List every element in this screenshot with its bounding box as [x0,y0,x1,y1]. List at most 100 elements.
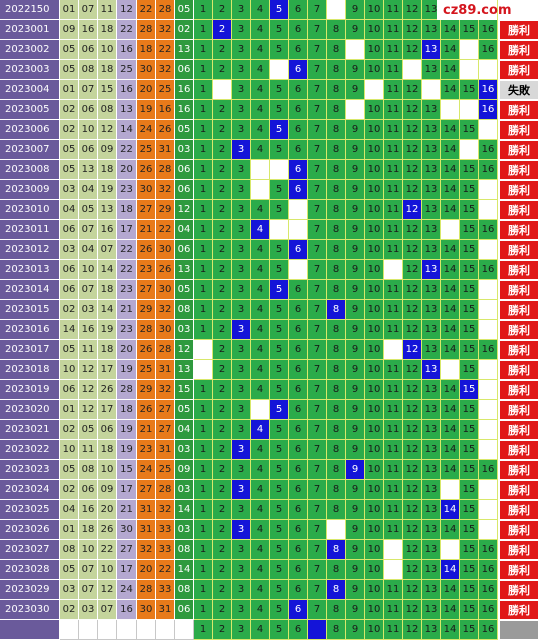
trend-cell: 10 [365,560,384,580]
drawn-number: 03 [60,580,79,600]
trend-cell: 10 [365,280,384,300]
drawn-number: 18 [137,40,156,60]
trend-empty-cell [384,340,403,360]
drawn-number: 09 [60,20,79,40]
trend-cell: 10 [365,500,384,520]
trend-cell: 10 [365,620,384,640]
trend-cell: 7 [308,440,327,460]
issue-number: 2023025 [0,500,60,520]
trend-cell: 12 [403,280,422,300]
drawn-number: 26 [137,340,156,360]
trend-cell: 9 [346,320,365,340]
drawn-number: 22 [117,240,137,260]
issue-number: 2023019 [0,380,60,400]
trend-cell: 4 [251,580,270,600]
trend-hit-cell: 13 [422,360,441,380]
trend-cell: 4 [251,440,270,460]
issue-number: 2023006 [0,120,60,140]
trend-cell: 3 [232,100,251,120]
result-win-badge: 勝利 [499,60,539,80]
trend-cell: 7 [308,0,327,20]
trend-cell: 6 [289,460,308,480]
special-number: 15 [175,380,194,400]
drawn-number: 24 [117,580,137,600]
drawn-number: 21 [137,420,156,440]
trend-empty-cell [479,520,498,540]
trend-cell: 15 [460,120,479,140]
trend-cell: 2 [213,160,232,180]
trend-cell: 10 [365,100,384,120]
trend-cell: 7 [308,360,327,380]
trend-cell: 4 [251,280,270,300]
trend-cell: 14 [441,300,460,320]
trend-cell: 12 [403,440,422,460]
trend-cell: 10 [365,320,384,340]
trend-cell: 3 [232,240,251,260]
site-logo[interactable]: cz89.com [437,0,512,20]
trend-cell: 11 [384,480,403,500]
trend-cell: 9 [346,620,365,640]
drawn-number: 18 [98,280,117,300]
trend-cell: 8 [327,100,346,120]
result-win-badge: 勝利 [499,440,539,460]
trend-cell: 7 [308,520,327,540]
empty-number-cell [137,620,156,640]
trend-cell: 12 [403,300,422,320]
result-win-badge: 勝利 [499,160,539,180]
drawn-number: 28 [156,340,175,360]
trend-cell: 13 [422,340,441,360]
trend-cell: 15 [460,160,479,180]
special-number: 03 [175,320,194,340]
trend-cell: 4 [251,480,270,500]
result-win-badge: 勝利 [499,460,539,480]
trend-cell: 16 [479,260,498,280]
drawn-number: 04 [60,200,79,220]
drawn-number: 03 [60,180,79,200]
trend-cell: 15 [460,240,479,260]
empty-number-cell [156,620,175,640]
trend-cell: 15 [460,420,479,440]
trend-cell: 12 [403,420,422,440]
trend-empty-cell [441,360,460,380]
drawn-number: 33 [156,580,175,600]
trend-cell: 13 [422,160,441,180]
trend-hit-cell: 16 [479,80,498,100]
trend-cell: 12 [403,220,422,240]
trend-cell: 9 [346,80,365,100]
trend-cell: 2 [213,600,232,620]
trend-empty-cell [384,560,403,580]
drawn-number: 21 [117,500,137,520]
trend-cell: 9 [346,300,365,320]
trend-cell: 2 [213,120,232,140]
trend-cell: 15 [460,460,479,480]
trend-cell: 6 [289,480,308,500]
drawn-number: 07 [79,80,98,100]
result-win-badge: 勝利 [499,140,539,160]
result-win-badge: 勝利 [499,40,539,60]
drawn-number: 02 [60,420,79,440]
drawn-number: 18 [98,340,117,360]
trend-cell: 5 [270,40,289,60]
trend-cell: 11 [384,320,403,340]
trend-cell: 7 [308,200,327,220]
trend-hit-cell: 3 [232,480,251,500]
trend-cell: 1 [194,240,213,260]
drawn-number: 31 [156,440,175,460]
drawn-number: 11 [79,440,98,460]
trend-cell: 11 [384,520,403,540]
trend-cell: 2 [213,220,232,240]
trend-cell: 2 [213,540,232,560]
result-pending-badge [499,620,539,640]
trend-cell: 5 [270,200,289,220]
trend-cell: 8 [327,380,346,400]
trend-cell: 5 [270,580,289,600]
drawn-number: 19 [98,180,117,200]
drawn-number: 24 [137,120,156,140]
drawn-number: 12 [98,120,117,140]
trend-cell: 15 [460,440,479,460]
trend-cell: 9 [346,440,365,460]
drawn-number: 30 [156,280,175,300]
trend-cell: 7 [308,160,327,180]
trend-empty-cell [479,120,498,140]
trend-hit-cell: 8 [327,300,346,320]
